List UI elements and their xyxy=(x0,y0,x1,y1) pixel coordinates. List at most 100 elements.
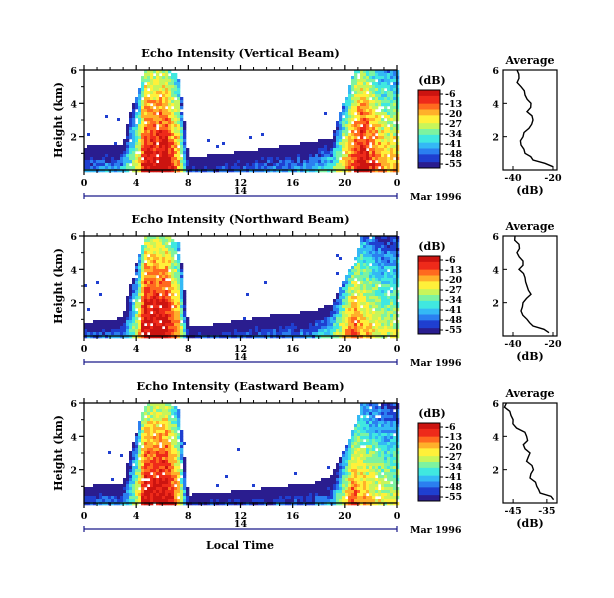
heatmap-cell xyxy=(315,329,319,333)
heatmap-cell xyxy=(153,329,157,333)
heatmap-cell xyxy=(162,427,166,431)
heatmap-cell xyxy=(372,148,376,152)
heatmap-cell xyxy=(321,481,325,485)
heatmap-cell xyxy=(162,487,166,491)
heatmap-cell xyxy=(378,409,382,413)
heatmap-cell xyxy=(360,493,364,497)
heatmap-cell xyxy=(387,272,391,276)
heatmap-cell xyxy=(318,496,322,500)
heatmap-cell xyxy=(237,160,241,164)
heatmap-cell xyxy=(117,320,121,324)
heatmap-cell xyxy=(93,496,97,500)
heatmap-cell xyxy=(207,332,211,336)
heatmap-cell xyxy=(378,133,382,137)
heatmap-cell xyxy=(138,278,142,282)
heatmap-cell xyxy=(132,103,136,107)
heatmap-cell xyxy=(96,166,100,170)
heatmap-cell xyxy=(354,91,358,95)
heatmap-cell xyxy=(309,314,313,318)
heatmap-cell xyxy=(141,88,145,92)
heatmap-cell xyxy=(150,290,154,294)
heatmap-cell xyxy=(96,487,100,491)
heatmap-cell xyxy=(174,466,178,470)
heatmap-cell xyxy=(93,163,97,167)
heatmap-cell xyxy=(327,332,331,336)
heatmap-cell xyxy=(162,415,166,419)
heatmap-cell xyxy=(381,145,385,149)
heatmap-cell xyxy=(339,160,343,164)
heatmap-cell xyxy=(381,136,385,140)
heatmap-cell xyxy=(375,406,379,410)
average-title: Average xyxy=(504,220,554,233)
heatmap-cell xyxy=(369,433,373,437)
heatmap-cell xyxy=(177,248,181,252)
heatmap-cell xyxy=(165,412,169,416)
heatmap-cell xyxy=(363,124,367,128)
heatmap-cell xyxy=(84,323,88,327)
heatmap-cell xyxy=(330,496,334,500)
heatmap-cell xyxy=(150,239,154,243)
colorbar-segment xyxy=(418,273,440,276)
heatmap-cell xyxy=(147,442,151,446)
heatmap-cell xyxy=(372,478,376,482)
heatmap-cell xyxy=(342,103,346,107)
heatmap-cell xyxy=(351,332,355,336)
heatmap-cell xyxy=(378,91,382,95)
heatmap-cell xyxy=(135,311,139,315)
heatmap-cell xyxy=(387,109,391,113)
heatmap-cell xyxy=(171,412,175,416)
heatmap-cell xyxy=(366,481,370,485)
heatmap-cell xyxy=(174,475,178,479)
heatmap-cell xyxy=(165,457,169,461)
heatmap-cell xyxy=(162,302,166,306)
heatmap-cell xyxy=(393,314,397,318)
heatmap-cell xyxy=(375,157,379,161)
heatmap-cell xyxy=(375,251,379,255)
heatmap-cell xyxy=(195,329,199,333)
heatmap-cell xyxy=(336,493,340,497)
heatmap-cell xyxy=(132,314,136,318)
heatmap-cell xyxy=(111,166,115,170)
heatmap-cell xyxy=(159,487,163,491)
heatmap-cell xyxy=(366,145,370,149)
colorbar-segment xyxy=(418,328,440,331)
heatmap-cell xyxy=(162,454,166,458)
heatmap-cell xyxy=(387,142,391,146)
heatmap-cell xyxy=(309,148,313,152)
heatmap-cell xyxy=(315,326,319,330)
heatmap-cell xyxy=(174,299,178,303)
heatmap-cell xyxy=(231,499,235,503)
heatmap-cell xyxy=(372,463,376,467)
heatmap-cell xyxy=(246,326,250,330)
heatmap-cell xyxy=(171,487,175,491)
x-tick-label: 12 xyxy=(234,344,247,355)
heatmap-cell xyxy=(390,166,394,170)
heatmap-cell xyxy=(366,115,370,119)
heatmap-cell xyxy=(366,448,370,452)
heatmap-cell xyxy=(171,263,175,267)
heatmap-cell xyxy=(183,457,187,461)
heatmap-cell xyxy=(249,499,253,503)
heatmap-cell xyxy=(153,142,157,146)
heatmap-cell xyxy=(381,466,385,470)
colorbar-tick-label: -6 xyxy=(445,255,456,266)
heatmap-cell xyxy=(165,454,169,458)
heatmap-cell xyxy=(282,332,286,336)
heatmap-cell xyxy=(252,490,256,494)
heatmap-cell xyxy=(372,451,376,455)
heatmap-cell xyxy=(132,451,136,455)
heatmap-cell xyxy=(153,430,157,434)
heatmap-cell xyxy=(267,317,271,321)
heatmap-cell xyxy=(180,329,184,333)
heatmap-cell xyxy=(150,332,154,336)
heatmap-cell xyxy=(129,160,133,164)
heatmap-cell xyxy=(171,248,175,252)
heatmap-cell xyxy=(174,311,178,315)
heatmap-cell xyxy=(288,160,292,164)
heatmap-cell xyxy=(369,454,373,458)
heatmap-cell xyxy=(165,121,169,125)
heatmap-cell xyxy=(357,451,361,455)
heatmap-cell xyxy=(357,109,361,113)
heatmap-cell xyxy=(336,127,340,131)
heatmap-cell xyxy=(285,323,289,327)
